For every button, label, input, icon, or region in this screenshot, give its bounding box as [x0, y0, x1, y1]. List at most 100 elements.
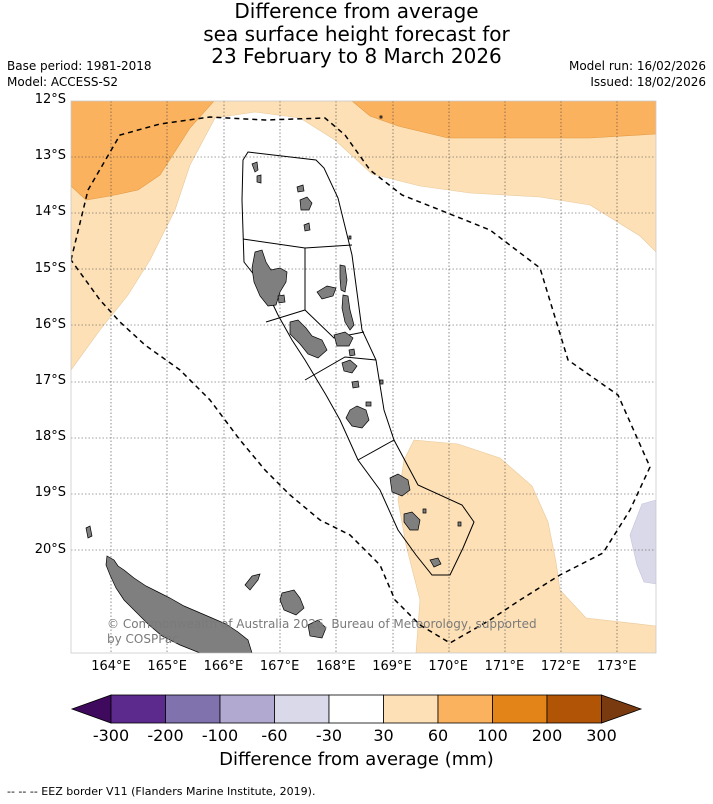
map-area: [71, 101, 656, 653]
base-period: Base period: 1981-2018: [7, 59, 152, 73]
anomaly-60-100-northeast: [351, 101, 656, 139]
colorbar-tick-label: -30: [315, 726, 343, 745]
island-aneityum: [429, 557, 442, 568]
title-line-2: sea surface height forecast for: [203, 21, 510, 46]
island-banks-3: [303, 222, 311, 232]
colorbar-tick-label: 100: [477, 726, 508, 745]
colorbar-tick-label: 60: [427, 726, 449, 745]
copyright-notice: © Commonwealth of Australia 2026, Bureau…: [107, 617, 537, 647]
anomaly-30-60-southeast: [397, 439, 656, 653]
island-malo: [277, 294, 286, 304]
lat-label: 19°S: [34, 485, 66, 501]
run-info: Model run: 16/02/2026 Issued: 18/02/2026: [569, 58, 706, 90]
lat-label: 20°S: [34, 541, 66, 557]
island-north-small-1: [379, 115, 383, 119]
colorbar-segment: [492, 694, 548, 724]
colorbar-segment: [546, 694, 602, 724]
island-mare: [307, 619, 327, 639]
island-malakula: [289, 319, 328, 359]
island-pentecost: [341, 294, 355, 331]
colorbar-segment: [328, 694, 384, 724]
lon-label: 164°E: [91, 659, 131, 674]
island-ambae: [316, 285, 337, 300]
colorbar-segment: [437, 694, 493, 724]
island-belep: [85, 525, 93, 539]
lat-label: 12°S: [34, 92, 66, 107]
lat-label: 16°S: [34, 316, 66, 332]
map-title: Difference from average sea surface heig…: [0, 0, 713, 68]
boundary-4: [304, 356, 377, 381]
island-ouvea: [244, 573, 261, 591]
colorbar-segment: [110, 694, 166, 724]
boundary-5: [357, 439, 395, 461]
island-banks-1: [296, 184, 305, 193]
anomaly-30-60-north: [71, 101, 656, 371]
anomaly-60-100-northwest: [71, 101, 215, 201]
island-shepherds: [351, 380, 360, 389]
colorbar-extend-high: [601, 694, 643, 724]
colorbar-segment: [383, 694, 439, 724]
colorbar-tick-label: -200: [147, 726, 184, 745]
issued-date: Issued: 18/02/2026: [590, 75, 706, 89]
copyright-line-2: by COSPPac: [107, 632, 179, 646]
colorbar-tick-label: -100: [201, 726, 239, 745]
island-lifou: [279, 589, 305, 616]
model-run: Model run: 16/02/2026: [568, 59, 706, 73]
colorbar-tick-label: 200: [531, 726, 563, 745]
vanuatu-outline: [241, 151, 475, 576]
lat-label: 15°S: [34, 260, 66, 276]
lon-label: 167°E: [259, 659, 300, 674]
lon-label: 171°E: [484, 659, 525, 674]
island-north-small-2: [348, 235, 352, 240]
lat-label: 18°S: [34, 429, 66, 445]
lon-label: 166°E: [203, 659, 244, 674]
land: [85, 115, 462, 653]
lat-label: 13°S: [34, 148, 66, 164]
island-erromango: [389, 473, 411, 497]
title-line-3: 23 February to 8 March 2026: [211, 44, 502, 68]
island-new-caledonia: [105, 555, 253, 653]
title-line-1: Difference from average: [234, 0, 479, 23]
lon-label: 165°E: [147, 659, 187, 674]
colorbar-tick-label: -60: [261, 726, 288, 745]
island-aniwa: [422, 508, 427, 514]
island-ambrym: [333, 331, 354, 347]
lon-label: 168°E: [316, 659, 356, 674]
colorbar-segment: [274, 694, 330, 724]
island-efate: [345, 405, 370, 429]
colorbar-tick-label: -300: [92, 726, 130, 745]
colorbar-extend-low: [70, 694, 112, 724]
island-paama: [348, 348, 356, 357]
colorbar-tick-label: 30: [373, 726, 394, 745]
lat-label: 17°S: [34, 373, 66, 388]
boundary-3: [304, 309, 365, 339]
colorbar-segment: [219, 694, 275, 724]
eez-footnote: -- -- -- EEZ border V11 (Flanders Marine…: [7, 785, 316, 798]
colorbar: [70, 694, 643, 724]
lon-label: 172°E: [540, 659, 581, 674]
island-espiritu-santo: [251, 249, 288, 307]
map-frame: [70, 100, 657, 654]
island-torres-2: [256, 174, 262, 184]
lon-label: 170°E: [428, 659, 468, 674]
province-boundaries: [241, 151, 475, 576]
island-torres: [251, 161, 259, 173]
colorbar-title: Difference from average (mm): [219, 749, 494, 770]
island-maewo: [339, 264, 348, 293]
island-banks-2: [299, 196, 313, 211]
lon-label: 169°E: [372, 659, 412, 674]
colorbar-segment: [165, 694, 221, 724]
lat-label: 14°S: [34, 204, 66, 220]
lon-label: 173°E: [597, 659, 637, 674]
colorbar-tick-label: 300: [586, 726, 617, 745]
island-tanna: [403, 511, 421, 531]
copyright-line-1: © Commonwealth of Australia 2026, Bureau…: [107, 617, 537, 631]
island-emao: [365, 401, 372, 407]
island-futuna: [457, 521, 462, 527]
anomaly-neg30-neg60-east: [629, 499, 656, 585]
model-name: Model: ACCESS-S2: [7, 75, 119, 89]
island-north-small-3: [379, 379, 384, 385]
model-info: Base period: 1981-2018 Model: ACCESS-S2: [7, 58, 152, 90]
island-epi: [341, 359, 358, 374]
